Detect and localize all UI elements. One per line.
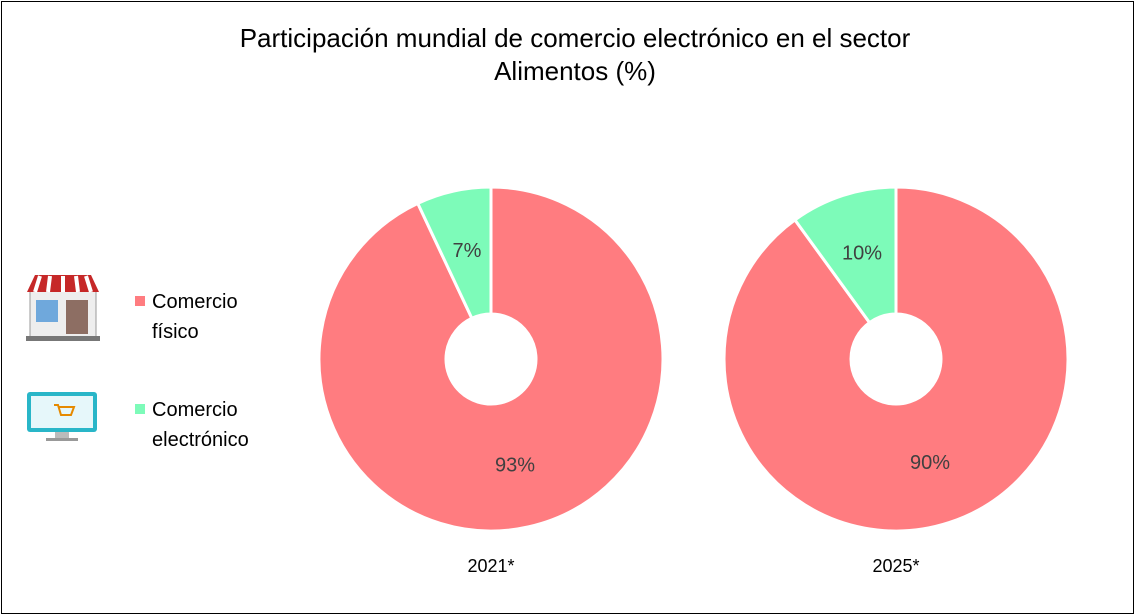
legend-swatch <box>135 404 145 414</box>
pie-label: 2025* <box>872 556 919 576</box>
chart-title: Participación mundial de comercio electr… <box>239 23 911 86</box>
store-icon <box>26 275 100 341</box>
legend-swatch <box>135 296 145 306</box>
legend-label: Comercio físico <box>152 291 238 343</box>
pie-slice <box>722 185 1070 533</box>
computer-icon <box>27 392 97 441</box>
data-label: 90% <box>910 452 950 474</box>
pie-slice <box>415 185 493 321</box>
legend-label: Comercio electrónico <box>152 399 249 451</box>
data-label: 93% <box>495 455 535 477</box>
pie-slice <box>317 185 665 533</box>
data-label: 10% <box>842 243 882 265</box>
pie-label: 2021* <box>467 556 514 576</box>
pie-slice <box>792 185 898 325</box>
data-label: 7% <box>453 240 482 262</box>
